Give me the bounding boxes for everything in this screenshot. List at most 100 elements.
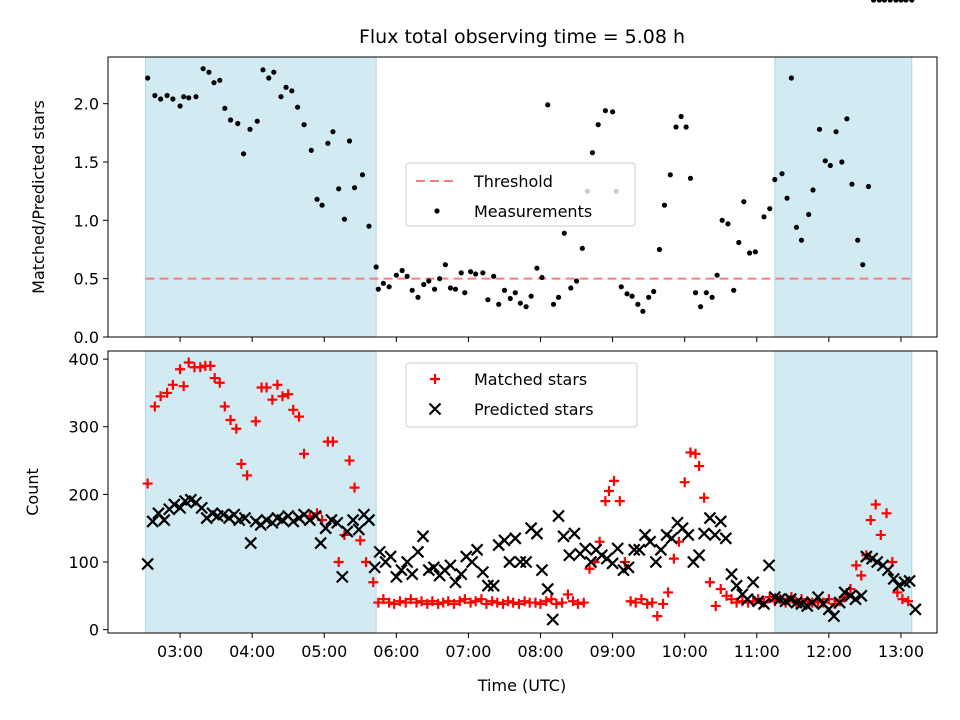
measurement-point	[602, 108, 609, 114]
measurement-point	[714, 272, 720, 278]
measurement-point	[545, 102, 551, 108]
predicted-point	[336, 570, 349, 584]
measurement-point	[618, 284, 624, 290]
matched-point	[710, 600, 721, 611]
predicted-point	[238, 511, 252, 525]
predicted-point	[146, 515, 159, 528]
matched-point	[764, 592, 775, 603]
predicted-point	[909, 603, 922, 616]
matched-point	[503, 596, 514, 607]
measurement-point	[501, 287, 508, 293]
bottom-y-axis-label: Count	[23, 468, 42, 516]
matched-point	[609, 475, 620, 486]
predicted-point	[405, 567, 419, 581]
measurement-point	[534, 265, 540, 271]
matched-point	[327, 436, 338, 447]
matched-point	[225, 414, 236, 425]
predicted-point	[470, 543, 484, 557]
measurement-point	[855, 237, 861, 243]
matched-point	[715, 584, 726, 595]
measurement-point	[409, 287, 415, 293]
matched-point	[405, 594, 416, 605]
predicted-point	[195, 501, 208, 515]
predicted-point	[465, 555, 479, 569]
predicted-point	[665, 532, 678, 545]
predicted-point	[509, 532, 522, 545]
bottom-y-tick-label: 300	[68, 418, 99, 437]
predicted-point	[416, 530, 430, 543]
predicted-point	[346, 513, 360, 527]
measurement-point	[366, 223, 372, 229]
matched-point	[498, 598, 509, 609]
measurement-point	[833, 129, 839, 135]
predicted-point	[682, 528, 695, 542]
bottom-legend-box	[405, 362, 638, 428]
matched-point	[584, 563, 595, 574]
predicted-point	[578, 542, 592, 555]
predicted-point	[654, 543, 668, 557]
predicted-point	[827, 609, 841, 623]
predicted-point	[822, 603, 836, 616]
matched-point	[261, 382, 272, 393]
matched-point	[283, 389, 294, 400]
measurement-point	[386, 284, 392, 290]
predicted-point	[692, 548, 706, 562]
measurement-point	[373, 264, 379, 270]
measurement-point	[496, 301, 502, 307]
predicted-point	[892, 579, 906, 592]
measurement-point	[810, 187, 816, 193]
matched-point	[470, 596, 481, 607]
matched-point	[205, 360, 216, 371]
bottom-y-tick-label: 100	[68, 553, 99, 572]
measurement-point	[289, 88, 295, 94]
matched-star-points	[143, 357, 914, 622]
measurement-point	[211, 80, 217, 86]
matched-point	[726, 594, 737, 605]
predicted-point	[384, 550, 397, 563]
bottom-y-tick-label: 0	[89, 621, 99, 640]
measurement-point	[629, 293, 635, 299]
bottom-axes-frame	[107, 350, 938, 634]
measurement-point	[646, 294, 652, 300]
measurement-point	[158, 96, 164, 102]
measurement-point	[485, 297, 491, 303]
matched-point	[541, 596, 552, 607]
matched-point	[400, 597, 411, 608]
matched-point	[433, 598, 444, 609]
measurement-point	[573, 278, 580, 284]
bottom-y-ticks: 0 100 200 300 400	[68, 350, 108, 640]
shaded-region-2	[774, 350, 913, 634]
measurement-point	[375, 286, 381, 292]
predicted-point	[362, 513, 376, 527]
measurement-point	[193, 94, 199, 100]
top-y-tick-label: 0.5	[74, 270, 99, 289]
matched-point	[267, 394, 278, 405]
x-tick-label: 03:00	[157, 642, 203, 661]
legend-predicted-label: Predicted stars	[474, 400, 594, 419]
measurement-point	[200, 66, 206, 72]
predicted-point	[903, 574, 916, 588]
measurement-point	[822, 158, 828, 164]
legend-matched-label: Matched stars	[474, 370, 587, 389]
measurement-point	[308, 147, 314, 153]
bottom-shaded-regions	[144, 350, 913, 634]
matched-point	[175, 364, 186, 375]
matched-point	[250, 416, 261, 427]
measurement-point	[247, 126, 253, 132]
measurement-point	[772, 176, 778, 183]
measurement-point	[610, 109, 616, 115]
predicted-point	[314, 536, 327, 550]
matched-point	[557, 597, 568, 608]
matched-point	[427, 596, 438, 607]
predicted-point	[643, 535, 657, 548]
matched-point	[355, 535, 366, 546]
measurement-point	[827, 162, 833, 169]
predicted-point	[541, 582, 555, 596]
x-tick-label: 07:00	[445, 642, 491, 661]
predicted-point	[719, 532, 733, 545]
predicted-point	[611, 542, 624, 555]
measurement-point	[512, 290, 518, 296]
measurement-point	[421, 281, 427, 288]
measurement-point	[206, 69, 212, 75]
matched-point	[519, 596, 530, 607]
